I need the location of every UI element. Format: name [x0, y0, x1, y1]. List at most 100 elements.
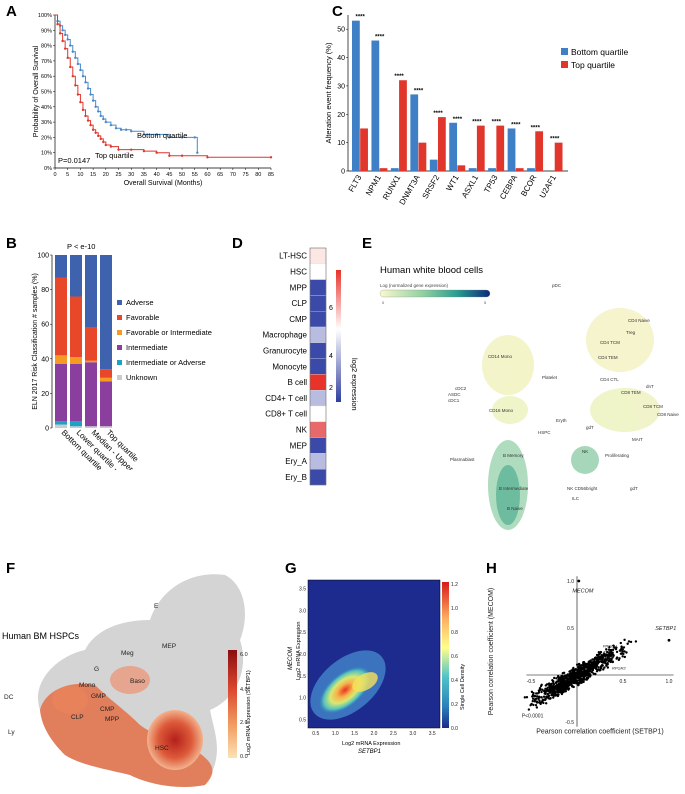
- c-category-label: WT1: [444, 173, 461, 193]
- g-colorbar-tick: 0.2: [451, 702, 458, 708]
- h-point: [540, 683, 543, 686]
- h-point: [552, 682, 556, 686]
- a-censor-mark: [66, 38, 69, 41]
- h-point: [589, 665, 593, 668]
- h-point: [594, 656, 598, 659]
- h-point: [611, 648, 615, 652]
- h-point: [619, 648, 623, 651]
- a-censor-mark: [180, 154, 184, 157]
- h-point: [565, 676, 568, 679]
- h-point: [605, 659, 608, 662]
- d-row-label: CMP: [289, 315, 307, 324]
- g-xtick-label: 0.5: [312, 731, 319, 737]
- cluster-blob-b-core: [496, 465, 520, 525]
- c-ytick-label: 0: [341, 169, 345, 176]
- h-xlabel: Pearson correlation coefficient (SETBP1): [536, 728, 664, 735]
- b-stack-segment: [70, 421, 82, 427]
- a-xtick-label: 25: [115, 172, 121, 178]
- h-point: [542, 701, 545, 705]
- a-censor-mark: [91, 99, 95, 102]
- a-censor-mark: [79, 101, 82, 104]
- density-plot: Single Cell Density MECOM Log2 mRNA Expr…: [288, 579, 466, 755]
- c-bar-bottom: [527, 168, 535, 171]
- a-xtick-label: 70: [230, 172, 236, 178]
- e-cluster-label: CD8 TEM: [621, 390, 641, 395]
- hsc-hotspot: [147, 710, 203, 770]
- c-star-label: ****: [453, 117, 463, 123]
- c-ytick-label: 40: [337, 55, 345, 62]
- h-point: [599, 650, 603, 654]
- e-cluster-label: CD4 TEM: [598, 355, 618, 360]
- a-censor-mark: [142, 149, 146, 153]
- b-stack-segment: [55, 277, 67, 356]
- d-heat-cell: [309, 390, 327, 407]
- h-point: [538, 689, 541, 692]
- c-star-label: ****: [394, 74, 404, 80]
- c-bar-top: [457, 165, 466, 171]
- cluster-blob-cd16: [492, 396, 528, 424]
- a-censor-mark: [269, 156, 273, 159]
- b-legend-label: Adverse: [126, 298, 154, 307]
- h-point: [627, 640, 631, 643]
- d-heat-cell: [309, 437, 327, 454]
- h-point: [607, 659, 611, 663]
- a-censor-mark: [99, 114, 102, 118]
- c-bar-top: [379, 168, 388, 171]
- h-point: [583, 669, 586, 672]
- b-stack-segment: [85, 362, 97, 427]
- a-ytick-label: 0%: [44, 166, 52, 172]
- h-point: [533, 695, 536, 698]
- h-point: [599, 668, 602, 672]
- a-censor-mark: [86, 119, 90, 122]
- e-cluster-label: gdT: [630, 486, 638, 491]
- h-annotation: PRKCH: [603, 644, 617, 649]
- h-point: [537, 697, 540, 701]
- h-point: [574, 674, 578, 677]
- h-point: [562, 680, 565, 683]
- h-point: [581, 666, 584, 670]
- mono-region: [52, 686, 88, 714]
- b-legend-label: Intermediate or Adverse: [126, 358, 206, 367]
- a-ytick-label: 30%: [41, 120, 52, 126]
- h-point: [587, 660, 590, 664]
- h-point: [564, 688, 567, 691]
- h-point: [549, 687, 552, 690]
- panel-letter-a: A: [6, 3, 17, 20]
- risk-stacked-chart: 0 20 40 60 80 100 ELN 2017 Risk Classification…: [32, 242, 212, 470]
- a-ytick-label: 10%: [41, 151, 52, 157]
- h-point: [603, 666, 606, 669]
- a-censor-mark: [97, 110, 100, 113]
- a-label-bottom: Bottom quartile: [137, 131, 187, 140]
- f-cluster-label: DC: [4, 694, 14, 701]
- h-point: [541, 699, 544, 703]
- d-heat-cell: [309, 453, 327, 470]
- h-point: [611, 660, 614, 663]
- a-censor-mark: [79, 68, 82, 72]
- h-point: [619, 641, 623, 645]
- g-colorbar-tick: 0.6: [451, 654, 458, 660]
- h-point: [544, 702, 548, 705]
- c-category-label: NPM1: [364, 173, 383, 197]
- h-point: [611, 653, 615, 657]
- wbc-scale-label: Log (normalized gene expression): [380, 283, 449, 288]
- d-row-label: LT-HSC: [279, 252, 307, 261]
- h-xtick-label: 0.5: [620, 679, 627, 685]
- b-ytick-label: 60: [41, 322, 49, 329]
- h-point: [557, 676, 560, 679]
- h-point: [563, 685, 566, 689]
- h-point: [594, 667, 598, 671]
- h-point: [574, 680, 577, 683]
- c-bar-top: [399, 80, 407, 171]
- h-point: [605, 653, 609, 656]
- h-annotation: TCF4: [603, 655, 614, 660]
- d-colorbar-tick: 4: [329, 353, 333, 360]
- d-row-label: CLP: [291, 299, 307, 308]
- a-censor-mark: [119, 128, 123, 131]
- h-point: [583, 666, 586, 670]
- d-heat-cell: [309, 263, 327, 280]
- h-point: [579, 674, 582, 677]
- h-point: [583, 671, 587, 675]
- f-colorbar-tick: 4.0: [240, 687, 248, 693]
- d-heat-cell: [309, 421, 327, 438]
- h-point: [574, 676, 578, 679]
